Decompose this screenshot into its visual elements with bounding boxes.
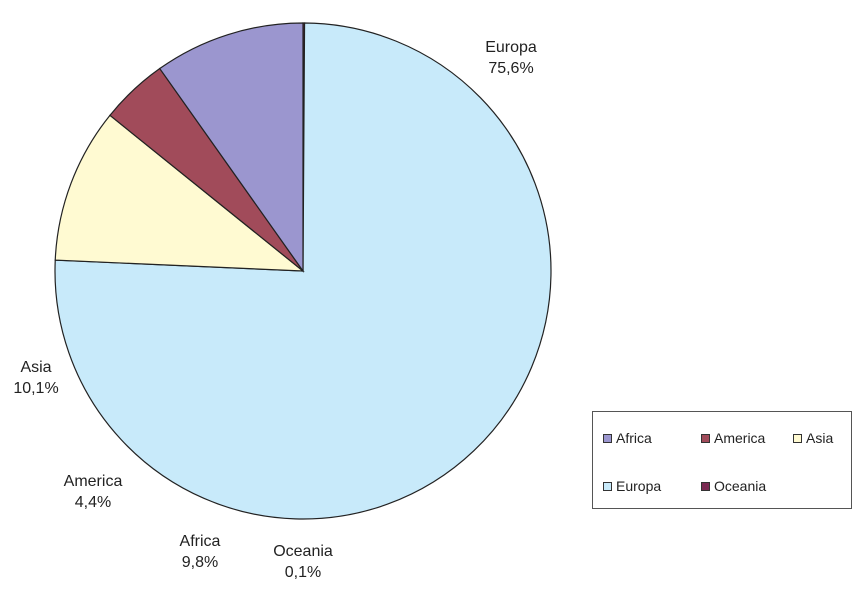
chart-legend: Africa America Asia Europa Oceania — [592, 411, 852, 509]
legend-item-africa: Africa — [603, 430, 652, 446]
legend-swatch-europa — [603, 481, 612, 491]
slice-value-asia: 10,1% — [13, 380, 58, 397]
legend-label-america: America — [714, 430, 766, 446]
slice-label-europa: Europa — [485, 39, 537, 56]
legend-label-asia: Asia — [806, 430, 834, 446]
pie-slice-africa — [158, 22, 304, 273]
legend-label-africa: Africa — [616, 430, 652, 446]
legend-swatch-asia — [793, 433, 802, 443]
slice-label-oceania: Oceania — [273, 543, 333, 560]
legend-item-europa: Europa — [603, 478, 661, 494]
legend-label-oceania: Oceania — [714, 478, 767, 494]
slice-value-africa: 9,8% — [182, 554, 218, 571]
legend-swatch-america — [701, 433, 710, 443]
legend-label-europa: Europa — [616, 478, 662, 494]
slice-label-africa: Africa — [180, 533, 221, 550]
slice-value-oceania: 0,1% — [285, 564, 321, 581]
pie-slice-asia — [54, 114, 305, 272]
legend-item-oceania: Oceania — [701, 478, 766, 494]
legend-swatch-oceania — [701, 481, 710, 491]
legend-item-america: America — [701, 430, 765, 446]
slice-label-asia: Asia — [20, 359, 51, 376]
legend-item-asia: Asia — [793, 430, 833, 446]
slice-label-america: America — [64, 473, 123, 490]
legend-swatch-africa — [603, 433, 612, 443]
slice-value-america: 4,4% — [75, 494, 111, 511]
slice-value-europa: 75,6% — [488, 60, 533, 77]
pie-slice-europa — [54, 22, 552, 520]
